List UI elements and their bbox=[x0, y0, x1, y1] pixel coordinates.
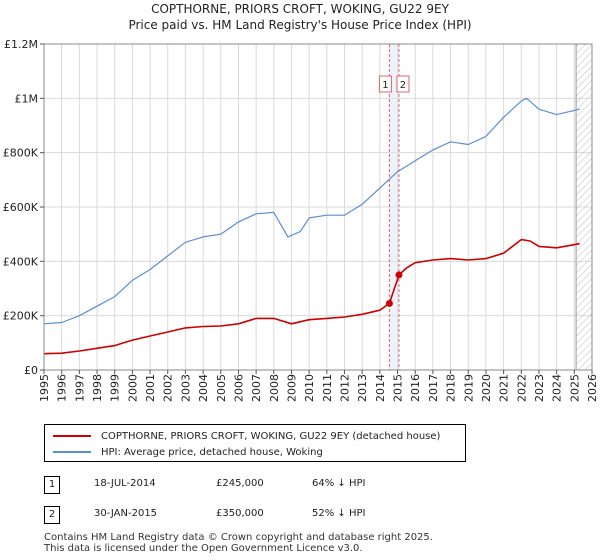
annotation-box bbox=[396, 75, 410, 93]
x-tick-label: 2015 bbox=[392, 374, 405, 402]
transaction-number: 2 bbox=[44, 506, 60, 524]
x-tick-label: 1999 bbox=[109, 374, 122, 402]
x-tick-label: 2025 bbox=[568, 374, 581, 402]
legend-label-property: COPTHORNE, PRIORS CROFT, WOKING, GU22 9E… bbox=[101, 430, 441, 442]
x-tick-label: 2011 bbox=[321, 374, 334, 402]
legend-label-hpi: HPI: Average price, detached house, Woki… bbox=[101, 446, 323, 458]
x-tick-label: 1998 bbox=[91, 374, 104, 402]
legend-item-hpi: HPI: Average price, detached house, Woki… bbox=[53, 444, 323, 460]
annotation-label: 1 bbox=[382, 80, 388, 91]
y-tick-label: £400K bbox=[3, 255, 39, 268]
x-tick-label: 2016 bbox=[409, 374, 422, 402]
x-tick-label: 2019 bbox=[462, 374, 475, 402]
y-tick-label: £200K bbox=[3, 310, 39, 323]
hpi-line bbox=[43, 97, 580, 325]
x-tick-label: 2024 bbox=[551, 374, 564, 402]
x-tick-label: 2002 bbox=[162, 374, 175, 402]
x-tick-label: 2023 bbox=[533, 374, 546, 402]
x-tick-label: 2004 bbox=[197, 374, 210, 402]
x-tick-label: 2009 bbox=[285, 374, 298, 402]
transaction-number: 1 bbox=[44, 476, 60, 494]
x-tick-label: 2008 bbox=[268, 374, 281, 402]
legend-item-property: COPTHORNE, PRIORS CROFT, WOKING, GU22 9E… bbox=[53, 428, 440, 444]
y-tick-label: £0 bbox=[24, 364, 38, 377]
x-tick-label: 2006 bbox=[232, 374, 245, 402]
forecast-hatch-region bbox=[576, 44, 592, 370]
chart-title: COPTHORNE, PRIORS CROFT, WOKING, GU22 9E… bbox=[151, 2, 449, 16]
price-chart: £0 £200K £400K £600K £800K £1M £1.2M 1995 1996 19… bbox=[3, 38, 599, 402]
x-tick-label: 2026 bbox=[586, 374, 599, 402]
y-tick-label: £1M bbox=[15, 92, 39, 105]
x-tick-label: 2020 bbox=[480, 374, 493, 402]
y-tick-label: £1.2M bbox=[4, 38, 38, 51]
x-tick-label: 1996 bbox=[56, 374, 69, 402]
y-tick-label: £600K bbox=[3, 201, 39, 214]
x-tick-label: 2000 bbox=[126, 374, 139, 402]
legend-swatch-property bbox=[53, 435, 91, 437]
transaction-delta: 64% ↓ HPI bbox=[312, 478, 366, 489]
transaction-price: £350,000 bbox=[216, 508, 264, 519]
legend: COPTHORNE, PRIORS CROFT, WOKING, GU22 9E… bbox=[44, 424, 466, 462]
x-tick-label: 2017 bbox=[427, 374, 440, 402]
annotation-box bbox=[378, 75, 392, 93]
x-tick-label: 1995 bbox=[38, 374, 51, 402]
transaction-date: 18-JUL-2014 bbox=[94, 478, 156, 489]
transaction-row: 1 18-JUL-2014 £245,000 64% ↓ HPI bbox=[44, 476, 584, 494]
annotation-label: 2 bbox=[400, 80, 406, 91]
sale-period-band bbox=[389, 44, 399, 370]
y-tick-label: £800K bbox=[3, 147, 39, 160]
sale-point bbox=[385, 299, 393, 307]
footer-licence: This data is licensed under the Open Gov… bbox=[44, 543, 363, 554]
transaction-date: 30-JAN-2015 bbox=[94, 508, 158, 519]
x-tick-label: 2012 bbox=[339, 374, 352, 402]
x-tick-label: 2021 bbox=[498, 374, 511, 402]
property-price-line bbox=[43, 238, 580, 355]
x-tick-label: 2018 bbox=[445, 374, 458, 402]
chart-subtitle: Price paid vs. HM Land Registry's House … bbox=[128, 18, 472, 32]
x-tick-label: 2013 bbox=[356, 374, 369, 402]
x-tick-label: 2003 bbox=[179, 374, 192, 402]
x-tick-label: 2001 bbox=[144, 374, 157, 402]
x-tick-label: 1997 bbox=[73, 374, 86, 402]
transaction-row: 2 30-JAN-2015 £350,000 52% ↓ HPI bbox=[44, 506, 584, 524]
x-tick-label: 2014 bbox=[374, 374, 387, 402]
x-tick-label: 2010 bbox=[303, 374, 316, 402]
x-tick-label: 2005 bbox=[215, 374, 228, 402]
x-tick-label: 2022 bbox=[515, 374, 528, 402]
legend-swatch-hpi bbox=[53, 451, 91, 453]
sale-point bbox=[395, 271, 403, 279]
footer-copyright: Contains HM Land Registry data © Crown c… bbox=[44, 532, 433, 543]
transaction-delta: 52% ↓ HPI bbox=[312, 508, 366, 519]
transaction-price: £245,000 bbox=[216, 478, 264, 489]
x-tick-label: 2007 bbox=[250, 374, 263, 402]
